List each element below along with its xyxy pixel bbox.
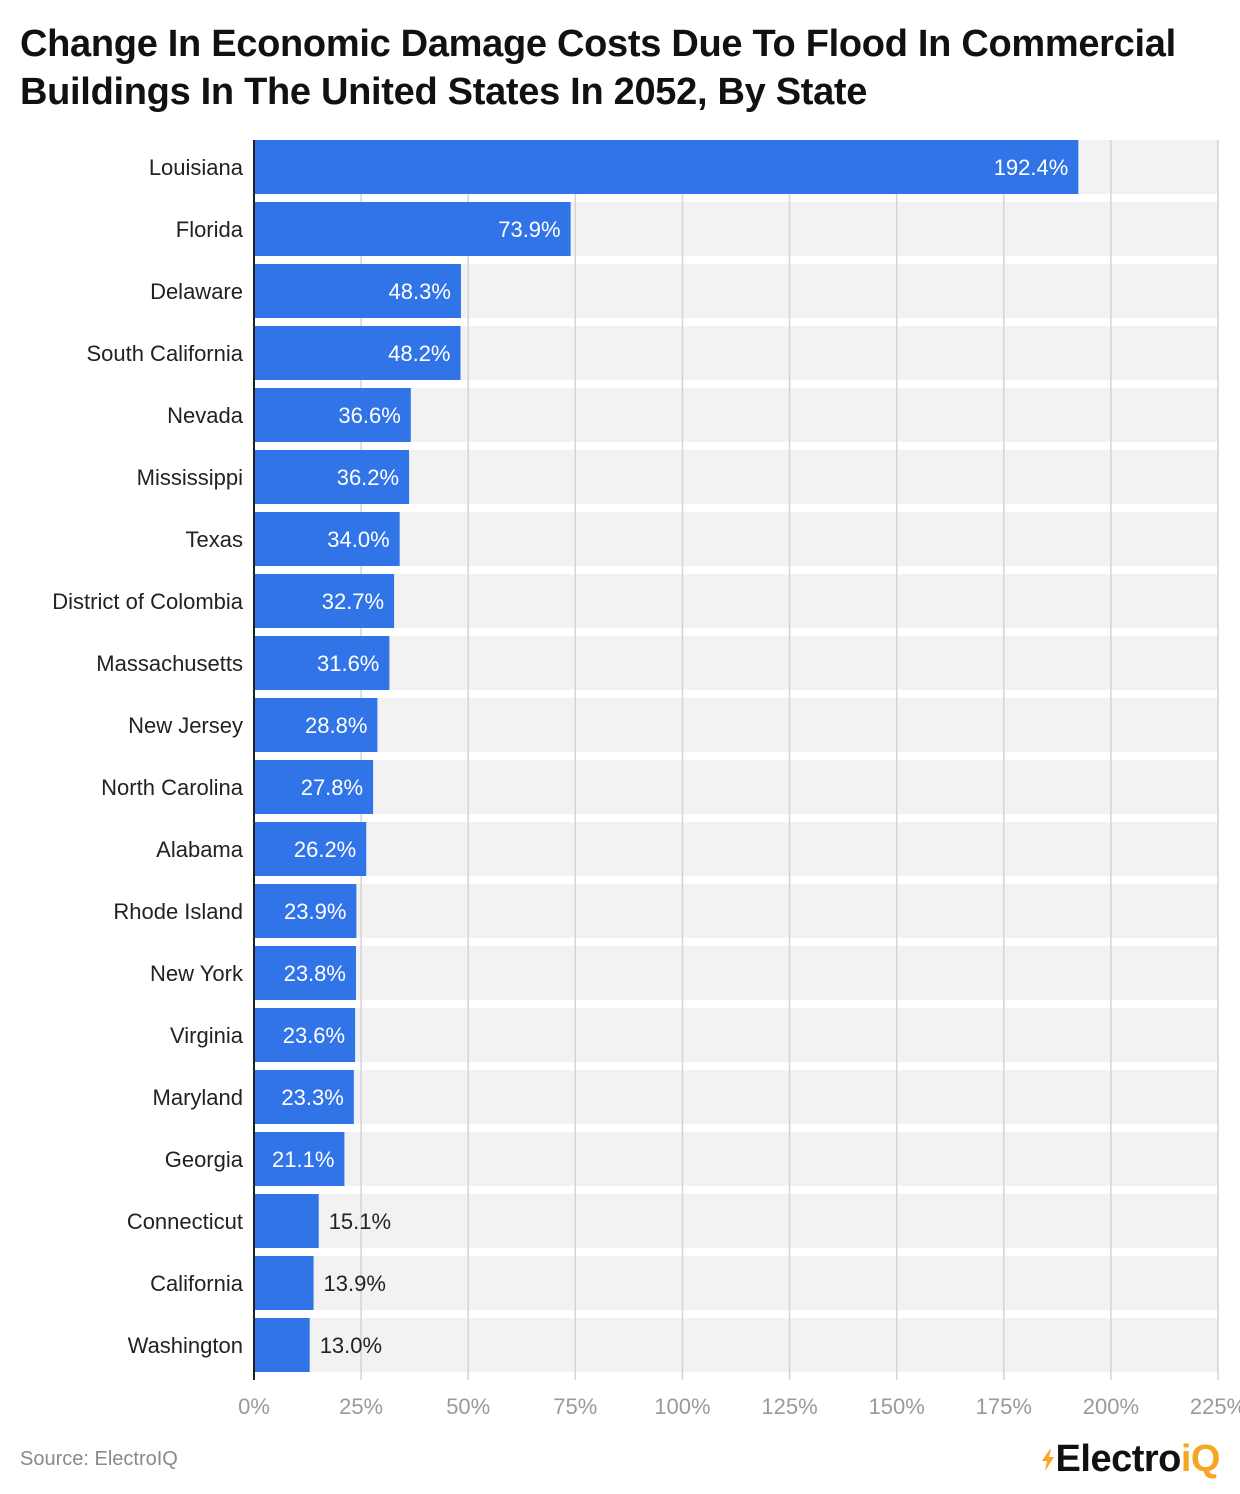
value-label: 26.2% [294, 837, 356, 862]
bar [254, 202, 571, 256]
category-label: Virginia [170, 1023, 244, 1048]
bar [254, 388, 411, 442]
value-label: 28.8% [305, 713, 367, 738]
bolt-icon [1041, 1448, 1054, 1471]
value-label: 48.2% [388, 341, 450, 366]
x-tick-label: 75% [553, 1394, 597, 1419]
row-band [254, 760, 1218, 814]
value-label: 31.6% [317, 651, 379, 676]
category-label: New York [150, 961, 244, 986]
row-band [254, 574, 1218, 628]
x-tick-label: 50% [446, 1394, 490, 1419]
bar [254, 574, 395, 628]
value-label: 23.8% [284, 961, 346, 986]
category-label: Washington [128, 1333, 243, 1358]
value-label: 13.9% [324, 1271, 386, 1296]
category-label: New Jersey [128, 713, 243, 738]
logo-accent-text: iQ [1180, 1438, 1221, 1480]
bar [254, 946, 356, 1000]
x-tick-label: 200% [1083, 1394, 1139, 1419]
value-label: 73.9% [498, 217, 560, 242]
value-label: 23.6% [283, 1023, 345, 1048]
row-band [254, 1318, 1218, 1372]
category-label: Nevada [167, 403, 244, 428]
category-label: Alabama [156, 837, 244, 862]
category-label: Louisiana [149, 155, 244, 180]
category-label: California [150, 1271, 244, 1296]
category-label: Georgia [165, 1147, 244, 1172]
category-label: Mississippi [137, 465, 243, 490]
bar [254, 1008, 356, 1062]
category-label: Maryland [153, 1085, 243, 1110]
x-tick-label: 175% [976, 1394, 1032, 1419]
row-band [254, 946, 1218, 1000]
bar [254, 264, 461, 318]
value-label: 23.3% [281, 1085, 343, 1110]
category-label: District of Colombia [52, 589, 243, 614]
value-label: 48.3% [389, 279, 451, 304]
bar [254, 450, 410, 504]
value-label: 21.1% [272, 1147, 334, 1172]
x-tick-label: 0% [238, 1394, 270, 1419]
bar [254, 512, 400, 566]
row-band [254, 1194, 1218, 1248]
category-label: Connecticut [127, 1209, 243, 1234]
bar [254, 1194, 319, 1248]
bar [254, 760, 374, 814]
value-label: 32.7% [322, 589, 384, 614]
value-label: 192.4% [994, 155, 1069, 180]
category-label: North Carolina [101, 775, 244, 800]
value-label: 36.6% [338, 403, 400, 428]
x-tick-label: 100% [654, 1394, 710, 1419]
value-label: 23.9% [284, 899, 346, 924]
bar [254, 1318, 310, 1372]
value-label: 34.0% [327, 527, 389, 552]
bar [254, 140, 1079, 194]
row-band [254, 698, 1218, 752]
x-tick-label: 150% [869, 1394, 925, 1419]
logo-text: Electro [1055, 1438, 1182, 1480]
category-label: Florida [176, 217, 244, 242]
value-label: 15.1% [329, 1209, 391, 1234]
x-tick-label: 125% [761, 1394, 817, 1419]
row-band [254, 822, 1218, 876]
category-label: Rhode Island [113, 899, 243, 924]
value-label: 27.8% [301, 775, 363, 800]
bar [254, 326, 461, 380]
bar [254, 1256, 314, 1310]
source-note: Source: ElectroIQ [20, 1448, 178, 1470]
bar [254, 822, 367, 876]
bar [254, 884, 357, 938]
value-label: 36.2% [337, 465, 399, 490]
value-label: 13.0% [320, 1333, 382, 1358]
x-tick-label: 225% [1190, 1394, 1240, 1419]
electroiq-logo: Electro iQ [1041, 1438, 1221, 1481]
bar [254, 1070, 354, 1124]
row-band [254, 636, 1218, 690]
bar [254, 636, 390, 690]
row-band [254, 1070, 1218, 1124]
category-label: South California [86, 341, 243, 366]
category-label: Massachusetts [96, 651, 243, 676]
row-band [254, 512, 1218, 566]
row-band [254, 1008, 1218, 1062]
bar [254, 698, 378, 752]
row-band [254, 1132, 1218, 1186]
row-band [254, 1256, 1218, 1310]
x-tick-label: 25% [339, 1394, 383, 1419]
row-band [254, 884, 1218, 938]
row-band [254, 450, 1218, 504]
row-band [254, 388, 1218, 442]
category-label: Delaware [150, 279, 243, 304]
category-label: Texas [186, 527, 243, 552]
bar [254, 1132, 345, 1186]
chart-title: Change In Economic Damage Costs Due To F… [20, 23, 1176, 113]
